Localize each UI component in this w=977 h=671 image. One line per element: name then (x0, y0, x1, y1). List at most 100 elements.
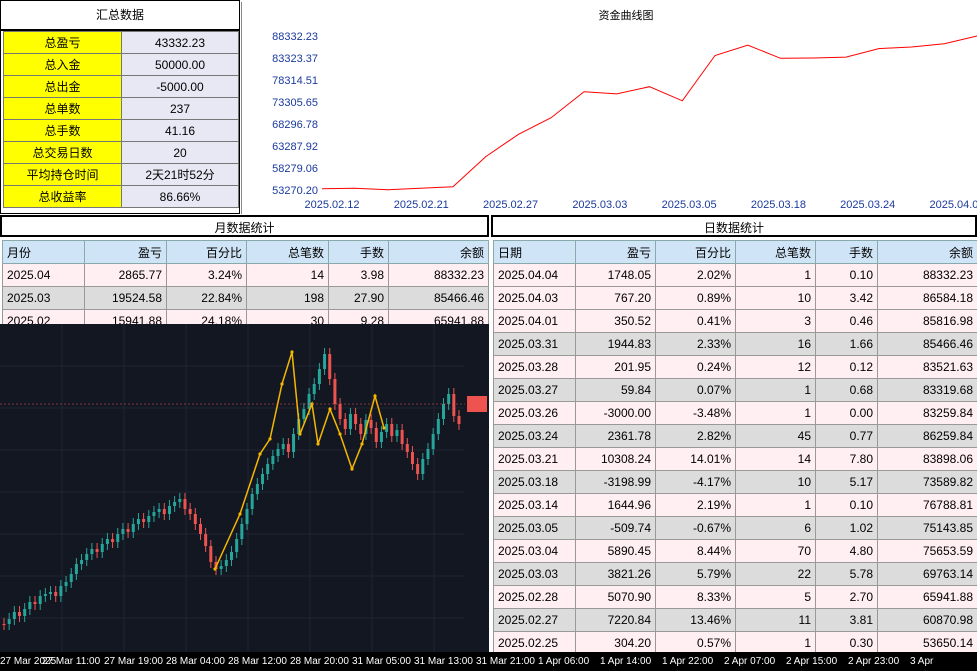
candle-body (390, 424, 394, 436)
daily-cell: 2025.03.05 (493, 516, 576, 540)
candle-body (359, 424, 363, 434)
monthly-cell: 88332.23 (388, 263, 489, 287)
daily-table-row[interactable]: 2025.03.26 -3000.00 -3.48% 1 0.00 83259.84 (493, 401, 977, 425)
candle-body (54, 592, 58, 596)
summary-value: 43332.23 (121, 31, 239, 54)
summary-value: 41.16 (121, 119, 239, 142)
monthly-cell: 85466.46 (388, 286, 489, 310)
daily-cell: 0.46 (815, 309, 878, 333)
monthly-cell: 22.84% (166, 286, 247, 310)
monthly-cell: 14 (246, 263, 329, 287)
daily-cell: 0.89% (655, 286, 736, 310)
candle-body (452, 394, 456, 416)
daily-table-row[interactable]: 2025.03.05 -509.74 -0.67% 6 1.02 75143.85 (493, 516, 977, 540)
candle-body (302, 409, 306, 419)
candle-body (49, 592, 53, 594)
x-tick-label: 2025.04.04 (929, 199, 977, 211)
daily-table-row[interactable]: 2025.04.04 1748.05 2.02% 1 0.10 88332.23 (493, 263, 977, 287)
daily-table-row[interactable]: 2025.04.03 767.20 0.89% 10 3.42 86584.18 (493, 286, 977, 310)
daily-cell: 0.41% (655, 309, 736, 333)
daily-cell: 83259.84 (877, 401, 977, 425)
daily-table-row[interactable]: 2025.03.03 3821.26 5.79% 22 5.78 69763.14 (493, 562, 977, 586)
candle-body (235, 539, 239, 552)
summary-row: 总入金 50000.00 (3, 53, 239, 76)
daily-cell: 8.33% (655, 585, 736, 609)
monthly-table-row[interactable]: 2025.04 2865.77 3.24% 14 3.98 88332.23 (2, 263, 489, 287)
candle-body (426, 449, 430, 459)
candle-body (167, 506, 171, 514)
daily-cell: 7.80 (815, 447, 878, 471)
daily-cell: 0.24% (655, 355, 736, 379)
candle-body (416, 464, 420, 474)
x-tick-label: 2025.02.12 (304, 199, 359, 211)
daily-cell: 85816.98 (877, 309, 977, 333)
summary-row: 总单数 237 (3, 97, 239, 120)
monthly-header-cell[interactable]: 总笔数 (246, 240, 329, 264)
daily-table-row[interactable]: 2025.03.04 5890.45 8.44% 70 4.80 75653.59 (493, 539, 977, 563)
candle-body (43, 594, 47, 596)
daily-cell: -0.67% (655, 516, 736, 540)
candle-body (431, 434, 435, 449)
daily-cell: 10308.24 (575, 447, 656, 471)
daily-stats-title: 日数据统计 (491, 215, 977, 237)
daily-table-row[interactable]: 2025.02.25 304.20 0.57% 1 0.30 53650.14 (493, 631, 977, 652)
candle-body (105, 539, 109, 544)
candle-body (100, 544, 104, 552)
monthly-header-cell[interactable]: 盈亏 (84, 240, 167, 264)
daily-table-row[interactable]: 2025.03.18 -3198.99 -4.17% 10 5.17 73589.82 (493, 470, 977, 494)
monthly-header-cell[interactable]: 百分比 (166, 240, 247, 264)
daily-cell: -4.17% (655, 470, 736, 494)
daily-cell: -509.74 (575, 516, 656, 540)
daily-cell: 0.30 (815, 631, 878, 652)
daily-cell: 2025.02.28 (493, 585, 576, 609)
zigzag-point (382, 426, 386, 430)
summary-panel: 汇总数据 总盈亏 43332.23 总入金 50000.00 总出金 -5000.00 总单… (0, 0, 240, 214)
daily-header-cell[interactable]: 盈亏 (575, 240, 656, 264)
daily-table-row[interactable]: 2025.03.28 201.95 0.24% 12 0.12 83521.63 (493, 355, 977, 379)
daily-cell: 0.12 (815, 355, 878, 379)
candle-body (18, 612, 22, 616)
daily-cell: 2.19% (655, 493, 736, 517)
candle-body (338, 404, 342, 419)
daily-table-row[interactable]: 2025.03.24 2361.78 2.82% 45 0.77 86259.84 (493, 424, 977, 448)
time-axis-label: 31 Mar 21:00 (476, 656, 535, 667)
daily-stats-panel[interactable]: 日期 盈亏 百分比 总笔数 手数 余额 2025.04.04 1748.05 2.02% 1 0.… (493, 240, 977, 652)
daily-table-row[interactable]: 2025.03.21 10308.24 14.01% 14 7.80 83898.06 (493, 447, 977, 471)
daily-cell: 53650.14 (877, 631, 977, 652)
candle-body (209, 546, 213, 562)
daily-cell: 60870.98 (877, 608, 977, 632)
daily-cell: 86584.18 (877, 286, 977, 310)
daily-header-cell[interactable]: 总笔数 (735, 240, 816, 264)
monthly-header-cell[interactable]: 月份 (2, 240, 85, 264)
daily-header-cell[interactable]: 余额 (877, 240, 977, 264)
daily-table-row[interactable]: 2025.03.14 1644.96 2.19% 1 0.10 76788.81 (493, 493, 977, 517)
daily-cell: 70 (735, 539, 816, 563)
daily-table-row[interactable]: 2025.03.31 1944.83 2.33% 16 1.66 85466.46 (493, 332, 977, 356)
monthly-header-cell[interactable]: 手数 (328, 240, 389, 264)
price-candlestick-chart[interactable] (0, 324, 489, 671)
candle-body (131, 524, 135, 532)
time-axis-label: 2 Apr 23:00 (848, 656, 900, 667)
time-axis-label: 1 Apr 14:00 (600, 656, 652, 667)
daily-table-row[interactable]: 2025.03.27 59.84 0.07% 1 0.68 83319.68 (493, 378, 977, 402)
y-tick-label: 68296.78 (272, 119, 318, 131)
daily-cell: 7220.84 (575, 608, 656, 632)
daily-cell: 11 (735, 608, 816, 632)
candle-body (286, 444, 290, 452)
daily-header-cell[interactable]: 日期 (493, 240, 576, 264)
daily-cell: 2025.03.14 (493, 493, 576, 517)
daily-cell: 76788.81 (877, 493, 977, 517)
candle-body (441, 404, 445, 419)
summary-label: 平均持仓时间 (3, 163, 122, 186)
candle-body (188, 509, 192, 514)
monthly-table-row[interactable]: 2025.03 19524.58 22.84% 198 27.90 85466.46 (2, 286, 489, 310)
monthly-header-cell[interactable]: 余额 (388, 240, 489, 264)
daily-header-cell[interactable]: 百分比 (655, 240, 736, 264)
y-tick-label: 53270.20 (272, 185, 318, 197)
monthly-cell: 2865.77 (84, 263, 167, 287)
daily-table-row[interactable]: 2025.02.28 5070.90 8.33% 5 2.70 65941.88 (493, 585, 977, 609)
daily-cell: 3821.26 (575, 562, 656, 586)
daily-table-row[interactable]: 2025.02.27 7220.84 13.46% 11 3.81 60870.98 (493, 608, 977, 632)
daily-header-cell[interactable]: 手数 (815, 240, 878, 264)
daily-table-row[interactable]: 2025.04.01 350.52 0.41% 3 0.46 85816.98 (493, 309, 977, 333)
